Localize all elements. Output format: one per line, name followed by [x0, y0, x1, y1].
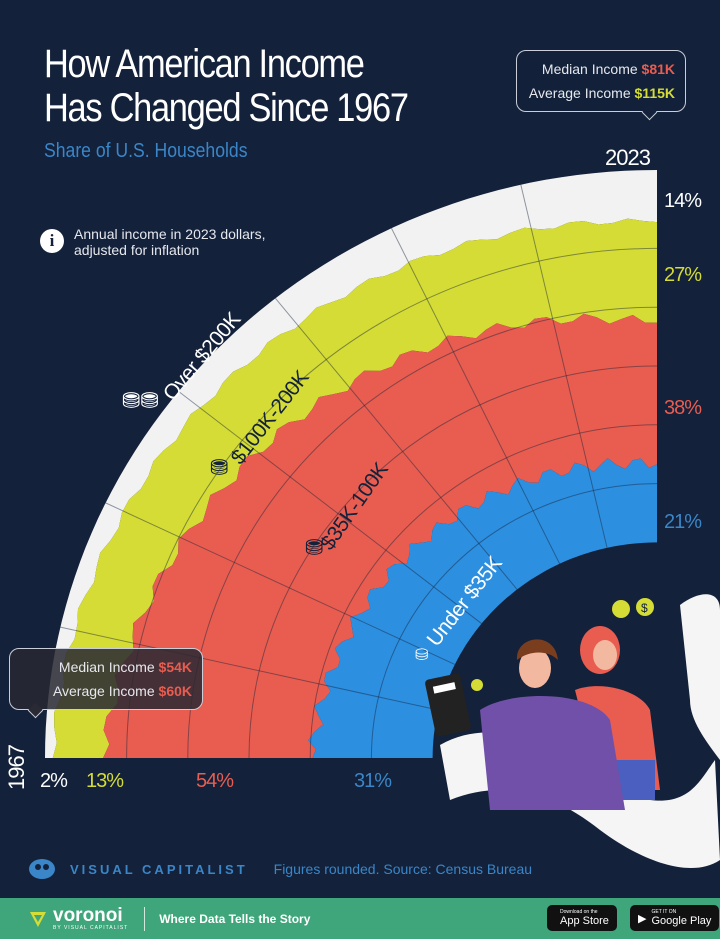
pct-2023-35-100: 38% — [664, 397, 702, 419]
title-line-2: Has Changed Since 1967 — [44, 86, 409, 130]
voronoi-logo: voronoi BY VISUAL CAPITALIST — [28, 906, 128, 931]
average-value: $115K — [634, 85, 675, 101]
pct-2023-over200: 14% — [664, 190, 702, 212]
average-value: $60K — [158, 683, 192, 699]
median-label: Median Income — [58, 659, 155, 675]
subtitle: Share of U.S. Households — [44, 140, 248, 162]
callout-2023: Median Income $81K Average Income $115K — [516, 50, 686, 121]
pct-2023-100-200: 27% — [664, 264, 702, 286]
source-text: Figures rounded. Source: Census Bureau — [273, 861, 533, 877]
year-label-1967: 1967 — [4, 745, 29, 790]
calculator-icon — [425, 673, 471, 737]
inflation-note: i Annual income in 2023 dollars, adjuste… — [40, 226, 274, 258]
arc-gridline — [126, 247, 658, 759]
source-footer: VISUAL CAPITALIST Figures rounded. Sourc… — [28, 858, 532, 880]
coin-icon: ⛁ — [415, 647, 429, 664]
arc-gridline — [248, 365, 658, 759]
average-label: Average Income — [52, 683, 155, 699]
pct-1967-over200: 2% — [40, 770, 68, 792]
play-icon: ▶ — [638, 912, 647, 925]
info-icon: i — [40, 229, 64, 253]
man-figure — [425, 639, 625, 810]
radial-gridline — [520, 184, 608, 548]
radial-gridline — [178, 390, 482, 624]
radial-gridline — [275, 297, 518, 590]
band-2 — [103, 313, 658, 758]
pct-1967-under35: 31% — [354, 770, 392, 792]
callout-1967: Median Income $54K Average Income $60K — [9, 648, 203, 719]
brand-name: VISUAL CAPITALIST — [70, 861, 248, 877]
note-text: Annual income in 2023 dollars, adjusted … — [74, 226, 266, 258]
band-3 — [308, 458, 657, 758]
radial-gridline — [105, 502, 456, 665]
svg-text:$: $ — [641, 601, 648, 615]
arc-gridline — [370, 483, 658, 759]
radial-gridline — [391, 228, 561, 564]
voronoi-bar: voronoi BY VISUAL CAPITALIST Where Data T… — [0, 898, 720, 939]
arc-gridline — [309, 424, 658, 759]
coin-stack-icon: ⛃ — [305, 535, 324, 560]
year-label-2023: 2023 — [605, 145, 651, 170]
median-value: $81K — [641, 61, 675, 77]
median-value: $54K — [158, 659, 192, 675]
app-store-button[interactable]: Download on the App Store — [547, 905, 617, 931]
google-play-button[interactable]: ▶ GET IT ON Google Play — [630, 905, 720, 931]
title-line-1: How American Income — [44, 42, 365, 86]
median-label: Median Income — [541, 61, 638, 77]
visual-capitalist-logo — [29, 859, 55, 879]
page-title: How American Income Has Changed Since 19… — [44, 42, 409, 130]
pct-1967-35-100: 54% — [196, 770, 234, 792]
coin-stacks-icon: ⛃ — [210, 455, 229, 480]
band-0 — [45, 170, 657, 758]
average-label: Average Income — [528, 85, 631, 101]
dollar-coin-icon — [612, 600, 630, 618]
people-illustration: $ — [425, 594, 720, 869]
pct-2023-under35: 21% — [664, 511, 702, 533]
pct-1967-100-200: 13% — [86, 770, 124, 792]
tagline: Where Data Tells the Story — [159, 911, 311, 926]
coin-stacks-icon: ⛃⛃ — [122, 388, 159, 413]
radial-gridline — [60, 626, 439, 711]
